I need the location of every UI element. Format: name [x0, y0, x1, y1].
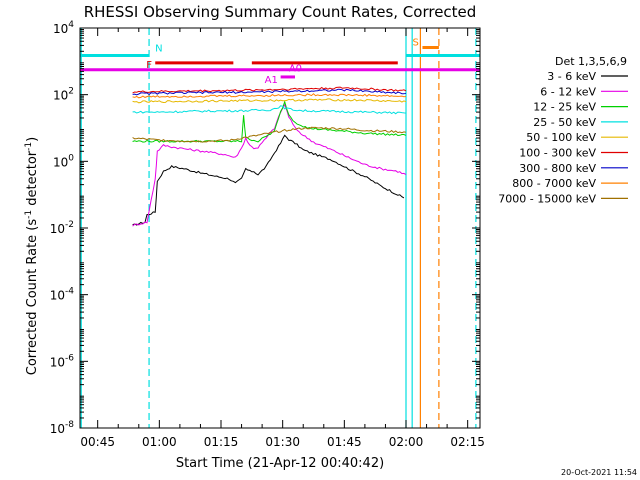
x-tick-label-5: 02:00	[389, 435, 424, 449]
series-line-6	[132, 88, 407, 96]
series-line-2	[132, 99, 407, 143]
flag-label-1: F	[146, 60, 152, 71]
flag-label-0: N	[155, 43, 162, 54]
series-line-3	[132, 105, 407, 115]
series-line-5	[132, 86, 407, 94]
x-tick-label-0: 00:45	[80, 435, 115, 449]
legend-label-0: 3 - 6 keV	[547, 70, 596, 83]
marker-lines	[80, 28, 477, 428]
x-tick-label-3: 01:30	[265, 435, 300, 449]
x-axis-label: Start Time (21-Apr-12 00:40:42)	[176, 456, 384, 471]
legend-label-4: 50 - 100 keV	[526, 131, 596, 144]
y-tick-label-0: 10-8	[50, 420, 75, 436]
legend-label-5: 100 - 300 keV	[519, 147, 596, 160]
x-tick-label-1: 01:00	[142, 435, 177, 449]
flag-label-2: S	[412, 38, 418, 49]
y-axis-label-main: Corrected Count Rate (s	[25, 219, 40, 376]
series-line-0	[132, 134, 405, 226]
y-tick-label-6: 104	[53, 20, 74, 36]
legend-title: Det 1,3,5,6,9	[555, 55, 627, 68]
y-axis-label: Corrected Count Rate (s-1 detector-1)	[24, 137, 40, 375]
timestamp: 20-Oct-2021 11:54	[561, 468, 637, 477]
y-axis-label-sup1: -1	[24, 210, 34, 219]
y-tick-label-3: 10-2	[50, 220, 74, 236]
x-tick-label-2: 01:15	[204, 435, 239, 449]
series-line-1	[132, 103, 407, 227]
y-axis-label-mid: detector	[25, 150, 40, 210]
series-line-8	[132, 126, 407, 143]
legend-label-2: 12 - 25 keV	[533, 101, 596, 114]
series-line-4	[132, 98, 407, 104]
series-lines	[132, 86, 407, 227]
y-tick-label-1: 10-6	[50, 353, 75, 369]
y-axis-label-end: )	[25, 137, 40, 142]
legend-label-8: 7000 - 15000 keV	[498, 192, 596, 205]
legend: Det 1,3,5,6,9 3 - 6 keV 6 - 12 keV 12 - 25…	[498, 55, 628, 205]
legend-label-3: 25 - 50 keV	[533, 116, 596, 129]
flag-bars: NF S A0 A1	[80, 38, 480, 86]
y-tick-label-2: 10-4	[50, 287, 75, 303]
axes: 00:45 01:00 01:15 01:30 01:45 02:00 02:15 10-8 1…	[50, 20, 485, 449]
y-tick-label-5: 102	[53, 87, 74, 103]
y-axis-label-sup2: -1	[24, 142, 34, 151]
flag-label-3: A0	[289, 64, 302, 75]
series-line-7	[132, 93, 407, 99]
x-tick-label-4: 01:45	[327, 435, 362, 449]
x-tick-label-6: 02:15	[450, 435, 485, 449]
y-tick-label-4: 100	[53, 153, 74, 169]
flag-label-4: A1	[265, 75, 278, 86]
chart-title: RHESSI Observing Summary Count Rates, Co…	[84, 3, 477, 21]
legend-label-1: 6 - 12 keV	[540, 85, 596, 98]
legend-label-7: 800 - 7000 keV	[512, 177, 596, 190]
legend-label-6: 300 - 800 keV	[519, 162, 596, 175]
